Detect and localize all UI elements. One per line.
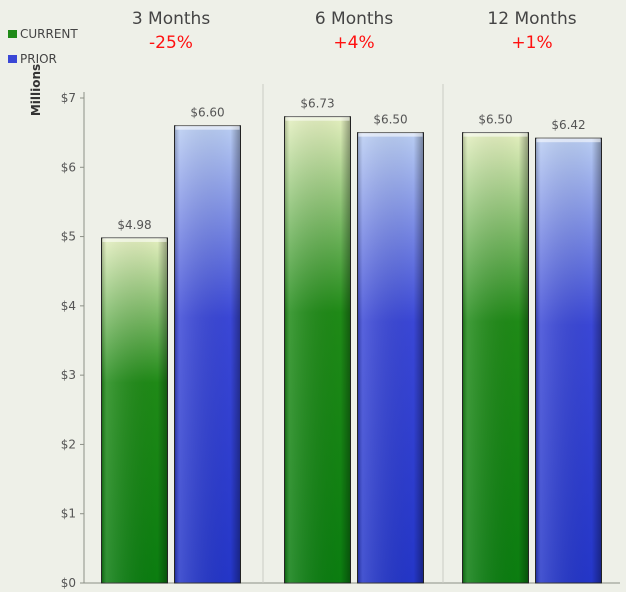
bar-shading — [101, 237, 168, 583]
legend-swatch-current — [8, 30, 17, 38]
legend: CURRENT PRIOR — [8, 27, 78, 66]
group-title: 12 Months — [487, 9, 576, 29]
bar-highlight — [285, 116, 350, 121]
group-dividers — [262, 84, 444, 583]
y-axis-label: Millions — [29, 64, 43, 116]
y-tick-label: $5 — [61, 230, 76, 244]
group-title: 3 Months — [132, 9, 211, 29]
bar-highlight — [536, 138, 601, 143]
group-change: +1% — [511, 33, 552, 53]
y-tick-label: $6 — [61, 160, 76, 174]
legend-label-prior: PRIOR — [20, 52, 57, 66]
bar-highlight — [102, 237, 167, 242]
bar-shading — [462, 132, 529, 583]
group-change: +4% — [333, 33, 374, 53]
bar-shading — [284, 116, 351, 583]
bar-highlight — [175, 125, 240, 130]
bar-shading — [535, 138, 602, 583]
y-tick-label: $2 — [61, 437, 76, 451]
y-tick-label: $3 — [61, 368, 76, 382]
y-tick-label: $4 — [61, 299, 76, 313]
bar-shading — [174, 125, 241, 583]
bars — [101, 116, 602, 584]
y-axis: $0 $1 $2 $3 $4 $5 $6 $7 — [61, 91, 620, 590]
data-label: $6.42 — [551, 118, 585, 132]
group-title: 6 Months — [315, 9, 394, 29]
y-tick-label: $1 — [61, 507, 76, 521]
data-label: $6.60 — [190, 106, 224, 120]
legend-swatch-prior — [8, 55, 17, 63]
group-headers: 3 Months -25% 6 Months +4% 12 Months +1% — [132, 9, 577, 53]
group-change: -25% — [149, 33, 193, 53]
data-label: $4.98 — [117, 218, 151, 232]
legend-label-current: CURRENT — [20, 27, 78, 41]
bar-shading — [357, 132, 424, 583]
data-label: $6.50 — [373, 113, 407, 127]
y-tick-label: $7 — [61, 91, 76, 105]
bar-highlight — [463, 132, 528, 137]
data-label: $6.50 — [478, 113, 512, 127]
bar-highlight — [358, 132, 423, 137]
data-labels: $4.98 $6.60 $6.73 $6.50 $6.50 $6.42 — [117, 97, 585, 232]
y-tick-label: $0 — [61, 576, 76, 590]
data-label: $6.73 — [300, 97, 334, 111]
